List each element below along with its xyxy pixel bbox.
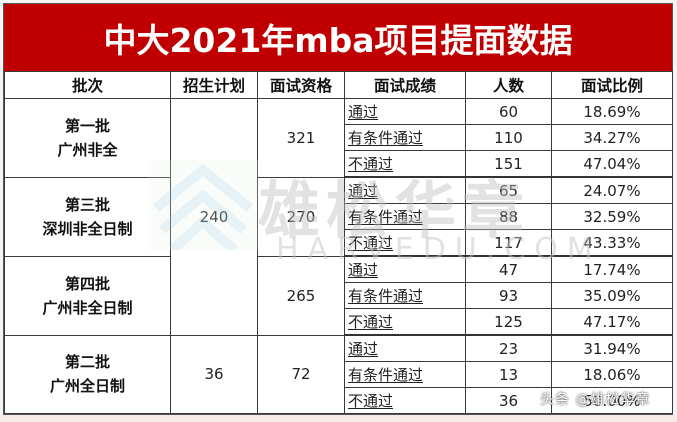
header-batch: 批次 — [4, 71, 171, 99]
count-cell: 110 — [465, 124, 552, 151]
count-cell: 65 — [465, 176, 552, 204]
result-cell: 不通过 — [344, 229, 466, 257]
batch-name: 第四批 — [64, 274, 110, 293]
ratio-cell: 17.74% — [551, 255, 673, 283]
interview-qualified-cell: 265 — [257, 255, 345, 336]
table-row: 第一批 广州非全 240 321 通过 60 18.69% — [4, 98, 673, 336]
table-row: 有条件通过 13 18.06% — [5, 361, 673, 388]
ratio-cell: 43.33% — [551, 229, 673, 257]
count-cell: 93 — [465, 282, 552, 309]
batch-name: 第一批 — [64, 116, 110, 135]
table-row: 不通过 151 47.04% — [5, 150, 673, 178]
page-title: 中大2021年mba项目提面数据 — [103, 20, 573, 60]
ratio-cell: 31.94% — [551, 334, 673, 362]
header-row: 批次 招生计划 面试资格 面试成绩 人数 面试比例 — [4, 71, 673, 99]
header-count: 人数 — [465, 71, 552, 99]
batch-cell: 第三批 深圳非全日制 — [4, 176, 171, 257]
batch-cell: 第一批 广州非全 — [4, 98, 171, 178]
result-cell: 有条件通过 — [344, 282, 466, 309]
result-cell: 通过 — [344, 334, 466, 362]
batch-program: 广州非全日制 — [42, 298, 133, 317]
table-row: 有条件通过 93 35.09% — [5, 282, 673, 309]
result-cell: 通过 — [344, 176, 466, 204]
table-row: 第二批 广州全日制 36 72 通过 23 31.94% — [4, 334, 673, 414]
batch-name: 第二批 — [64, 353, 110, 372]
batch-program: 广州全日制 — [49, 377, 125, 396]
count-cell: 36 — [465, 387, 552, 414]
batch-program: 广州非全 — [57, 140, 118, 159]
result-cell: 不通过 — [344, 387, 466, 414]
result-cell: 有条件通过 — [344, 124, 466, 151]
batch-cell: 第二批 广州全日制 — [4, 334, 171, 414]
result-cell: 有条件通过 — [344, 361, 466, 388]
interview-qualified-cell: 72 — [257, 334, 345, 414]
batch-program: 深圳非全日制 — [42, 219, 133, 238]
ratio-cell: 47.17% — [551, 308, 673, 336]
count-cell: 125 — [465, 308, 552, 336]
table-row: 有条件通过 88 32.59% — [5, 203, 673, 230]
table-row: 不通过 117 43.33% — [5, 229, 673, 257]
result-cell: 通过 — [344, 98, 466, 125]
source-credit: 头条 @雄松华章 — [540, 392, 651, 408]
ratio-cell: 35.09% — [551, 282, 673, 309]
table-row: 有条件通过 110 34.27% — [5, 124, 673, 151]
table-row: 第四批 广州非全日制 265 通过 47 17.74% — [4, 255, 673, 336]
table-row: 第三批 深圳非全日制 270 通过 65 24.07% — [4, 176, 673, 257]
interview-data-table: 批次 招生计划 面试资格 面试成绩 人数 面试比例 第一批 广州非全 240 3… — [4, 71, 673, 414]
title-banner: 中大2021年mba项目提面数据 — [4, 4, 672, 72]
count-cell: 151 — [465, 150, 552, 178]
table-row: 不通过 36 50.00% — [5, 387, 673, 414]
ratio-cell: 18.69% — [551, 98, 673, 125]
batch-name: 第三批 — [64, 195, 110, 214]
count-cell: 117 — [465, 229, 552, 257]
table-frame: 中大2021年mba项目提面数据 批次 招生计划 面试资格 面试成绩 人数 面试… — [3, 3, 673, 415]
ratio-cell: 34.27% — [551, 124, 673, 151]
ratio-cell: 50.00% — [551, 387, 673, 414]
count-cell: 13 — [465, 361, 552, 388]
ratio-cell: 18.06% — [551, 361, 673, 388]
result-cell: 不通过 — [344, 150, 466, 178]
interview-qualified-cell: 270 — [257, 176, 345, 257]
interview-qualified-cell: 321 — [257, 98, 345, 178]
count-cell: 47 — [465, 255, 552, 283]
ratio-cell: 24.07% — [551, 176, 673, 204]
ratio-cell: 47.04% — [551, 150, 673, 178]
batch-cell: 第四批 广州非全日制 — [4, 255, 171, 336]
count-cell: 88 — [465, 203, 552, 230]
header-interview-result: 面试成绩 — [344, 71, 466, 99]
count-cell: 60 — [465, 98, 552, 125]
table-row: 不通过 125 47.17% — [5, 308, 673, 336]
result-cell: 不通过 — [344, 308, 466, 336]
result-cell: 通过 — [344, 255, 466, 283]
enrollment-plan-cell: 240 — [170, 98, 258, 336]
header-interview-qualified: 面试资格 — [257, 71, 345, 99]
header-enrollment-plan: 招生计划 — [170, 71, 258, 99]
bottom-strip — [0, 415, 677, 422]
enrollment-plan-cell: 36 — [170, 334, 258, 414]
count-cell: 23 — [465, 334, 552, 362]
result-cell: 有条件通过 — [344, 203, 466, 230]
ratio-cell: 32.59% — [551, 203, 673, 230]
header-ratio: 面试比例 — [551, 71, 673, 99]
